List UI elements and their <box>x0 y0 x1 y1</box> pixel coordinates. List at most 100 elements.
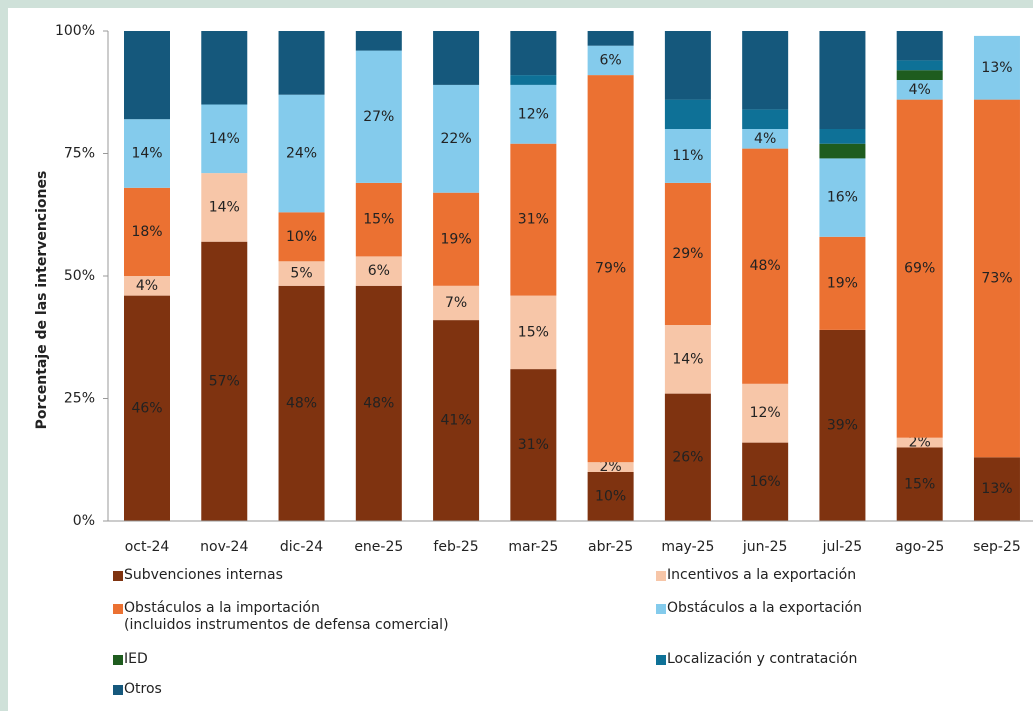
bar-segment <box>510 295 557 370</box>
bar-segment <box>896 447 943 521</box>
data-label: 48% <box>750 258 781 274</box>
bar-segment <box>355 182 402 257</box>
data-label: 6% <box>368 263 390 279</box>
bar-segment <box>355 50 402 183</box>
data-label: 12% <box>518 106 549 122</box>
x-tick-label: mar-25 <box>508 539 558 555</box>
bar-segment <box>896 31 943 61</box>
legend-swatch <box>113 685 123 695</box>
legend-label: Localización y contratación <box>667 651 858 667</box>
bar-segment <box>433 31 480 85</box>
bar-segment <box>587 45 634 76</box>
data-label: 46% <box>131 400 162 416</box>
bar-segment <box>896 80 943 100</box>
data-label: 15% <box>904 476 935 492</box>
data-label: 19% <box>441 231 472 247</box>
bar-segment <box>433 84 480 193</box>
bar-segment <box>201 104 248 174</box>
bar-segment <box>278 212 325 262</box>
bar-segment <box>510 84 557 144</box>
data-label: 27% <box>363 109 394 125</box>
data-label: 24% <box>286 146 317 162</box>
data-label: 12% <box>750 405 781 421</box>
legend-label: Otros <box>124 681 162 697</box>
x-tick-label: abr-25 <box>588 539 633 555</box>
bar-segment <box>896 70 943 80</box>
data-label: 57% <box>209 373 240 389</box>
bar-segment <box>355 256 402 286</box>
bar-segment <box>278 285 325 521</box>
data-label: 31% <box>518 437 549 453</box>
data-label: 6% <box>600 52 622 68</box>
bar-segment <box>742 148 789 384</box>
data-label: 69% <box>904 261 935 277</box>
data-label: 13% <box>981 481 1012 497</box>
bar-segment <box>587 75 634 463</box>
bar-segment <box>664 325 711 394</box>
legend-swatch <box>113 571 123 581</box>
data-label: 39% <box>827 417 858 433</box>
legend-label: Obstáculos a la importación (incluidos i… <box>124 600 449 633</box>
data-label: 4% <box>136 278 158 294</box>
bar-segment <box>510 369 557 521</box>
data-label: 22% <box>441 131 472 147</box>
data-label: 18% <box>131 224 162 240</box>
bar-segment <box>124 276 170 296</box>
bar-segment <box>819 31 866 129</box>
legend-label: Obstáculos a la exportación <box>667 600 862 616</box>
data-label: 73% <box>981 270 1012 286</box>
legend-swatch <box>656 655 666 665</box>
bar-segment <box>973 35 1020 100</box>
x-tick-label: dic-24 <box>280 539 323 555</box>
bar-segment <box>124 295 170 521</box>
bar-segment <box>664 129 711 183</box>
data-label: 31% <box>518 212 549 228</box>
bar-segment <box>819 329 866 521</box>
bar-segment <box>664 393 711 521</box>
data-label: 14% <box>209 131 240 147</box>
data-label: 14% <box>672 351 703 367</box>
bar-segment <box>124 119 170 188</box>
bar-segment <box>896 437 943 448</box>
bar-segment <box>278 261 325 286</box>
y-tick-label: 100% <box>55 23 95 39</box>
bar-segment <box>742 129 789 149</box>
data-label: 4% <box>754 131 776 147</box>
bar-segment <box>896 60 943 71</box>
x-tick-label: jun-25 <box>742 539 788 555</box>
bar-segment <box>433 192 480 286</box>
bar-segment <box>973 99 1020 458</box>
x-tick-label: jul-25 <box>822 539 863 555</box>
data-label: 2% <box>909 435 931 451</box>
data-label: 15% <box>518 324 549 340</box>
data-label: 19% <box>827 275 858 291</box>
x-tick-label: feb-25 <box>433 539 478 555</box>
x-tick-label: nov-24 <box>200 539 248 555</box>
data-label: 15% <box>363 212 394 228</box>
bar-segment <box>664 31 711 100</box>
bar-segment <box>201 173 248 242</box>
bar-segment <box>124 31 170 120</box>
data-label: 4% <box>909 82 931 98</box>
legend-label: Incentivos a la exportación <box>667 567 857 583</box>
y-tick-label: 25% <box>64 391 95 407</box>
bar-segment <box>510 143 557 296</box>
data-label: 14% <box>209 199 240 215</box>
bar-segment <box>819 158 866 237</box>
bar-segment <box>433 285 480 321</box>
legend-label: IED <box>124 651 148 667</box>
bar-segment <box>742 442 789 521</box>
legend-label: Subvenciones internas <box>124 567 283 583</box>
bar-segment <box>278 94 325 213</box>
data-label: 10% <box>595 489 626 505</box>
bar-segment <box>742 109 789 129</box>
data-label: 2% <box>600 459 622 475</box>
data-label: 16% <box>827 190 858 206</box>
bar-segment <box>510 75 557 85</box>
bar-segment <box>510 31 557 76</box>
y-axis-title: Porcentaje de las intervenciones <box>34 171 50 430</box>
legend-swatch <box>656 571 666 581</box>
data-label: 29% <box>672 246 703 262</box>
bar-segment <box>201 31 248 105</box>
